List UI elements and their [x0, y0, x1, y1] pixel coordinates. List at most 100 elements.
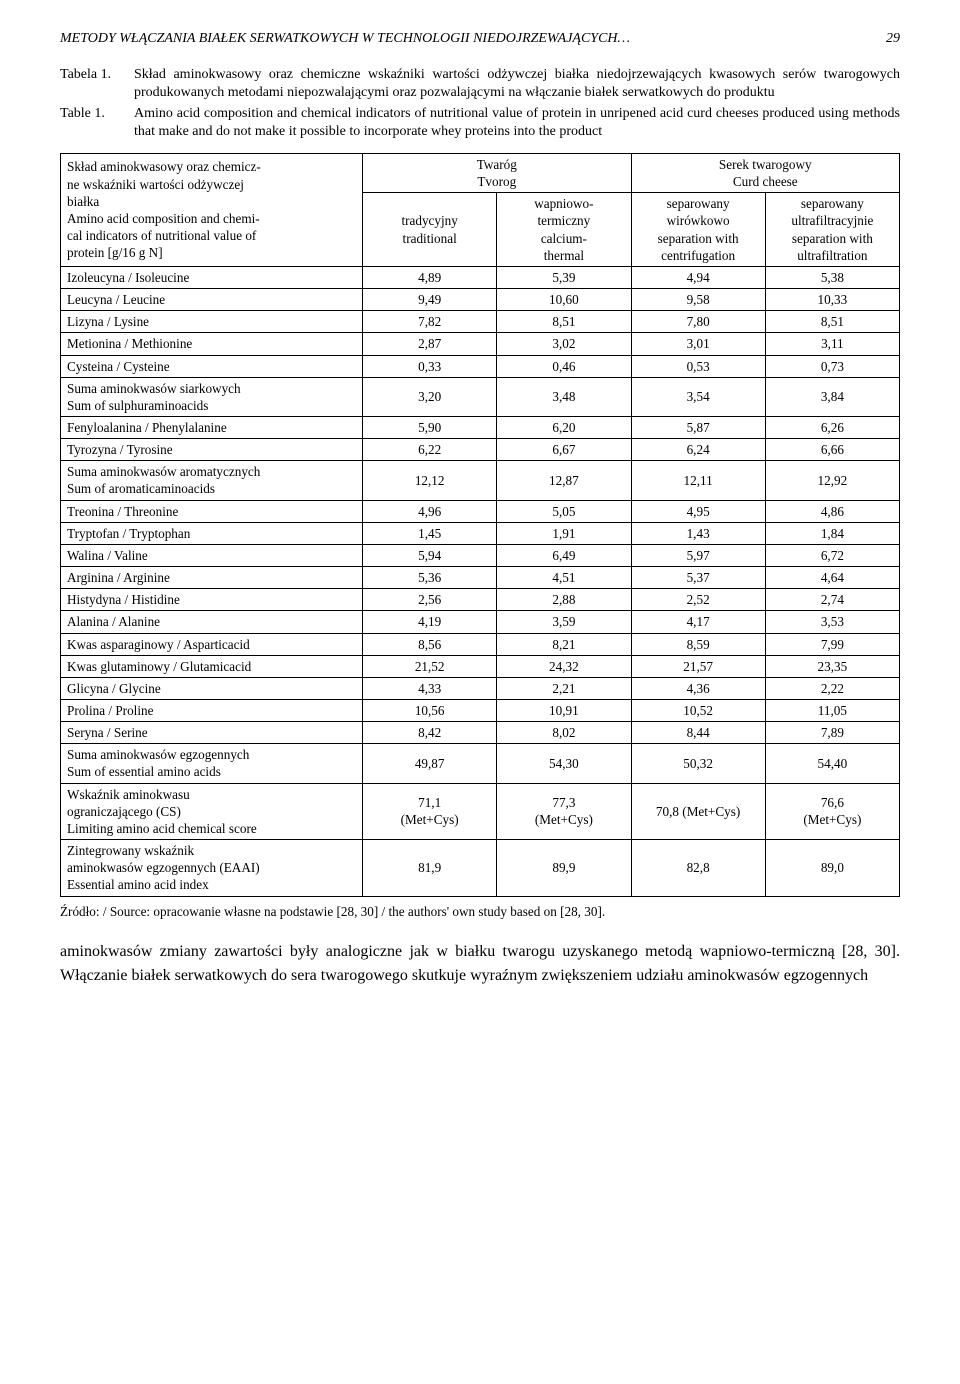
- row-label: Izoleucyna / Isoleucine: [61, 266, 363, 288]
- row-value: 12,12: [363, 461, 497, 500]
- header-tradycyjny: tradycyjny traditional: [363, 193, 497, 267]
- row-value: 0,33: [363, 355, 497, 377]
- row-value: 4,64: [765, 567, 899, 589]
- row-label: Glicyna / Glycine: [61, 677, 363, 699]
- row-label: Treonina / Threonine: [61, 500, 363, 522]
- row-label: Zintegrowany wskaźnikaminokwasów egzogen…: [61, 840, 363, 896]
- row-value: 4,86: [765, 500, 899, 522]
- row-value: 0,53: [631, 355, 765, 377]
- row-value: 89,9: [497, 840, 631, 896]
- row-label: Seryna / Serine: [61, 722, 363, 744]
- row-value: 5,90: [363, 416, 497, 438]
- row-value: 8,02: [497, 722, 631, 744]
- row-value: 5,87: [631, 416, 765, 438]
- row-value: 10,52: [631, 700, 765, 722]
- row-value: 2,21: [497, 677, 631, 699]
- row-value: 3,20: [363, 377, 497, 416]
- row-label: Wskaźnik aminokwasuograniczającego (CS)L…: [61, 783, 363, 839]
- table-row: Histydyna / Histidine2,562,882,522,74: [61, 589, 900, 611]
- row-value: 8,42: [363, 722, 497, 744]
- row-value: 70,8 (Met+Cys): [631, 783, 765, 839]
- row-value: 3,84: [765, 377, 899, 416]
- table-row: Tyrozyna / Tyrosine6,226,676,246,66: [61, 439, 900, 461]
- row-value: 1,91: [497, 522, 631, 544]
- row-value: 4,89: [363, 266, 497, 288]
- header-col0: Skład aminokwasowy oraz chemicz- ne wska…: [61, 153, 363, 266]
- row-value: 4,96: [363, 500, 497, 522]
- running-title: METODY WŁĄCZANIA BIAŁEK SERWATKOWYCH W T…: [60, 30, 630, 48]
- row-value: 9,58: [631, 289, 765, 311]
- row-value: 6,66: [765, 439, 899, 461]
- row-value: 21,57: [631, 655, 765, 677]
- row-value: 21,52: [363, 655, 497, 677]
- row-value: 2,74: [765, 589, 899, 611]
- row-value: 5,37: [631, 567, 765, 589]
- row-value: 0,46: [497, 355, 631, 377]
- row-value: 2,87: [363, 333, 497, 355]
- row-value: 5,36: [363, 567, 497, 589]
- table-row: Fenyloalanina / Phenylalanine5,906,205,8…: [61, 416, 900, 438]
- row-value: 6,67: [497, 439, 631, 461]
- row-value: 10,60: [497, 289, 631, 311]
- table-row: Suma aminokwasów egzogennychSum of essen…: [61, 744, 900, 783]
- row-value: 12,92: [765, 461, 899, 500]
- row-value: 4,51: [497, 567, 631, 589]
- row-value: 7,89: [765, 722, 899, 744]
- row-value: 6,49: [497, 544, 631, 566]
- row-value: 77,3(Met+Cys): [497, 783, 631, 839]
- page-header: METODY WŁĄCZANIA BIAŁEK SERWATKOWYCH W T…: [60, 30, 900, 48]
- row-value: 3,01: [631, 333, 765, 355]
- table-row: Tryptofan / Tryptophan1,451,911,431,84: [61, 522, 900, 544]
- row-value: 2,52: [631, 589, 765, 611]
- row-label: Kwas asparaginowy / Asparticacid: [61, 633, 363, 655]
- row-value: 81,9: [363, 840, 497, 896]
- row-value: 3,02: [497, 333, 631, 355]
- row-value: 5,97: [631, 544, 765, 566]
- row-value: 5,38: [765, 266, 899, 288]
- row-value: 11,05: [765, 700, 899, 722]
- row-label: Walina / Valine: [61, 544, 363, 566]
- row-value: 1,45: [363, 522, 497, 544]
- row-value: 4,95: [631, 500, 765, 522]
- header-serek: Serek twarogowy Curd cheese: [631, 153, 900, 192]
- header-ultrafilt: separowany ultrafiltracyjnie separation …: [765, 193, 899, 267]
- row-label: Cysteina / Cysteine: [61, 355, 363, 377]
- row-label: Kwas glutaminowy / Glutamicacid: [61, 655, 363, 677]
- row-label: Metionina / Methionine: [61, 333, 363, 355]
- row-label: Arginina / Arginine: [61, 567, 363, 589]
- row-value: 8,59: [631, 633, 765, 655]
- table-row: Lizyna / Lysine7,828,517,808,51: [61, 311, 900, 333]
- row-label: Lizyna / Lysine: [61, 311, 363, 333]
- row-value: 10,56: [363, 700, 497, 722]
- row-label: Fenyloalanina / Phenylalanine: [61, 416, 363, 438]
- row-value: 2,22: [765, 677, 899, 699]
- row-label: Suma aminokwasów siarkowychSum of sulphu…: [61, 377, 363, 416]
- row-value: 10,33: [765, 289, 899, 311]
- table-row: Walina / Valine5,946,495,976,72: [61, 544, 900, 566]
- row-value: 6,26: [765, 416, 899, 438]
- row-value: 7,82: [363, 311, 497, 333]
- row-value: 5,39: [497, 266, 631, 288]
- tabela-label: Tabela 1.: [60, 66, 134, 102]
- row-label: Histydyna / Histidine: [61, 589, 363, 611]
- table-row: Wskaźnik aminokwasuograniczającego (CS)L…: [61, 783, 900, 839]
- row-label: Leucyna / Leucine: [61, 289, 363, 311]
- row-value: 3,11: [765, 333, 899, 355]
- row-value: 8,21: [497, 633, 631, 655]
- row-value: 4,17: [631, 611, 765, 633]
- row-value: 54,30: [497, 744, 631, 783]
- row-value: 82,8: [631, 840, 765, 896]
- table-text: Amino acid composition and chemical indi…: [134, 105, 900, 141]
- table-label: Table 1.: [60, 105, 134, 141]
- row-value: 9,49: [363, 289, 497, 311]
- row-value: 4,94: [631, 266, 765, 288]
- row-value: 5,05: [497, 500, 631, 522]
- row-value: 10,91: [497, 700, 631, 722]
- row-value: 23,35: [765, 655, 899, 677]
- table-row: Suma aminokwasów siarkowychSum of sulphu…: [61, 377, 900, 416]
- row-value: 12,87: [497, 461, 631, 500]
- row-value: 2,88: [497, 589, 631, 611]
- row-value: 6,24: [631, 439, 765, 461]
- row-value: 49,87: [363, 744, 497, 783]
- table-row: Suma aminokwasów aromatycznychSum of aro…: [61, 461, 900, 500]
